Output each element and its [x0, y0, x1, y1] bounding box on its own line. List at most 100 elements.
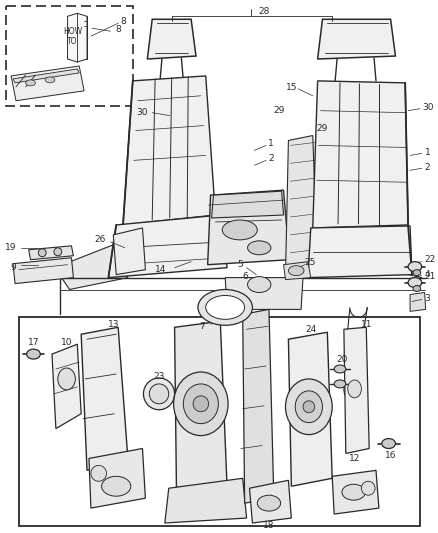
- Text: TO: TO: [67, 37, 78, 46]
- Polygon shape: [165, 478, 247, 523]
- Ellipse shape: [45, 77, 55, 83]
- Ellipse shape: [382, 439, 396, 448]
- Bar: [6, 6, 133, 106]
- Polygon shape: [81, 327, 128, 470]
- Ellipse shape: [361, 481, 375, 495]
- Ellipse shape: [257, 495, 281, 511]
- Ellipse shape: [247, 241, 271, 255]
- Text: 19: 19: [4, 243, 16, 252]
- Ellipse shape: [334, 380, 346, 388]
- Text: 20: 20: [336, 354, 348, 364]
- Polygon shape: [288, 332, 332, 486]
- Text: 14: 14: [155, 265, 167, 274]
- Polygon shape: [332, 470, 379, 514]
- Text: 30: 30: [136, 108, 147, 117]
- Text: 25: 25: [304, 258, 315, 267]
- Ellipse shape: [27, 349, 40, 359]
- Text: 13: 13: [108, 320, 119, 329]
- Ellipse shape: [39, 249, 46, 257]
- Polygon shape: [208, 190, 290, 265]
- Polygon shape: [13, 258, 74, 284]
- Polygon shape: [313, 81, 408, 228]
- Polygon shape: [308, 226, 412, 278]
- Polygon shape: [344, 327, 369, 454]
- Text: 15: 15: [286, 83, 297, 92]
- Ellipse shape: [348, 380, 361, 398]
- Text: 18: 18: [263, 521, 275, 530]
- Ellipse shape: [102, 477, 131, 496]
- Text: 10: 10: [61, 338, 72, 346]
- Text: 22: 22: [425, 255, 436, 264]
- Ellipse shape: [206, 295, 245, 319]
- Ellipse shape: [286, 379, 332, 434]
- Text: 7: 7: [199, 322, 205, 331]
- Ellipse shape: [58, 368, 75, 390]
- Text: 4: 4: [425, 270, 430, 279]
- Text: 9: 9: [10, 263, 16, 272]
- Ellipse shape: [288, 265, 304, 276]
- Text: 6: 6: [243, 272, 248, 281]
- Ellipse shape: [413, 270, 421, 276]
- Ellipse shape: [295, 391, 322, 423]
- Text: 2: 2: [425, 163, 430, 172]
- Polygon shape: [283, 262, 311, 280]
- Polygon shape: [286, 135, 318, 274]
- Text: 23: 23: [153, 373, 165, 382]
- Ellipse shape: [54, 248, 62, 256]
- Text: 30: 30: [423, 103, 434, 112]
- Text: 1: 1: [425, 148, 431, 157]
- Ellipse shape: [193, 396, 208, 411]
- Polygon shape: [55, 245, 128, 289]
- Polygon shape: [109, 215, 227, 278]
- Polygon shape: [89, 448, 145, 508]
- Polygon shape: [11, 66, 84, 101]
- Ellipse shape: [173, 372, 228, 435]
- Text: 5: 5: [237, 260, 243, 269]
- Text: 29: 29: [317, 124, 328, 133]
- Bar: [19, 317, 420, 526]
- Polygon shape: [225, 278, 303, 309]
- Polygon shape: [243, 309, 274, 503]
- Ellipse shape: [303, 401, 314, 413]
- Ellipse shape: [149, 384, 169, 404]
- Ellipse shape: [342, 484, 365, 500]
- Text: 17: 17: [28, 338, 39, 346]
- Polygon shape: [113, 228, 145, 274]
- Ellipse shape: [413, 286, 421, 292]
- Text: 2: 2: [268, 154, 274, 163]
- Text: HOW: HOW: [63, 27, 82, 36]
- Polygon shape: [28, 246, 74, 260]
- Text: 8: 8: [120, 17, 126, 26]
- Text: 24: 24: [305, 325, 316, 334]
- Polygon shape: [67, 17, 87, 59]
- Polygon shape: [175, 321, 227, 496]
- Ellipse shape: [184, 384, 219, 424]
- Ellipse shape: [222, 220, 257, 240]
- Text: 26: 26: [94, 236, 106, 244]
- Polygon shape: [318, 19, 396, 59]
- Ellipse shape: [247, 277, 271, 293]
- Text: 11: 11: [360, 320, 372, 329]
- Text: 8: 8: [115, 25, 121, 34]
- Polygon shape: [123, 76, 215, 225]
- Text: 1: 1: [268, 139, 274, 148]
- Text: 16: 16: [385, 451, 396, 460]
- Ellipse shape: [198, 289, 252, 325]
- Polygon shape: [13, 69, 79, 83]
- Polygon shape: [250, 480, 291, 523]
- Text: 28: 28: [258, 7, 270, 16]
- Text: 29: 29: [273, 106, 284, 115]
- Polygon shape: [212, 191, 283, 218]
- Ellipse shape: [408, 262, 422, 272]
- Text: 21: 21: [425, 272, 436, 281]
- Ellipse shape: [91, 465, 106, 481]
- Polygon shape: [52, 344, 81, 429]
- Ellipse shape: [26, 80, 35, 86]
- Text: 12: 12: [349, 454, 360, 463]
- Polygon shape: [147, 19, 196, 59]
- Ellipse shape: [408, 278, 422, 287]
- Ellipse shape: [334, 365, 346, 373]
- Text: 3: 3: [425, 294, 431, 303]
- Ellipse shape: [144, 378, 175, 410]
- Polygon shape: [67, 13, 87, 62]
